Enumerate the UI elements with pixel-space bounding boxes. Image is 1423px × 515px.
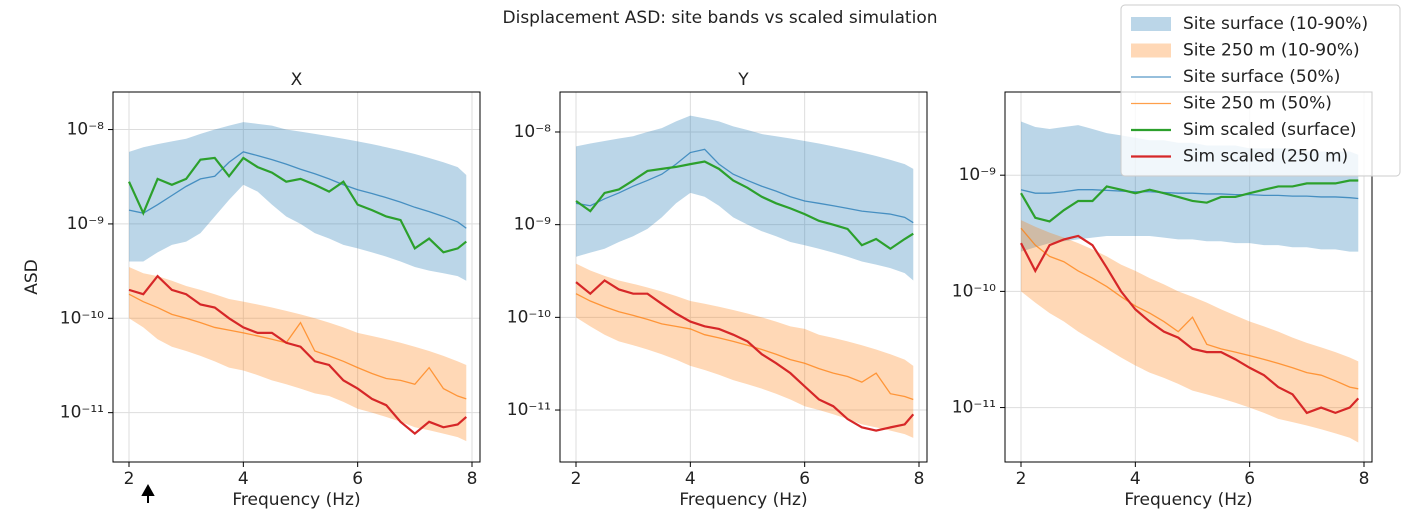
legend-swatch: [1131, 17, 1171, 31]
legend-label: Sim scaled (250 m): [1183, 147, 1348, 167]
y-tick-label: 10⁻¹¹: [60, 403, 104, 423]
cursor: [141, 483, 155, 503]
plot-area: [128, 122, 468, 442]
x-tick-label: 2: [124, 469, 135, 489]
series-line: [1020, 179, 1359, 223]
axes-title: X: [291, 70, 303, 90]
axes-frame: [112, 91, 481, 463]
legend-box: [1120, 4, 1401, 177]
series-line: [1020, 189, 1359, 200]
y-tick-label: 10⁻⁸: [67, 120, 105, 140]
band: [129, 122, 467, 281]
series-line: [575, 160, 914, 251]
x-tick-label: 4: [238, 469, 249, 489]
legend: Site surface (10-90%) Site 250 m (10-90%)…: [1120, 4, 1401, 177]
series-line: [575, 293, 914, 401]
y-tick-label: 10⁻¹¹: [952, 398, 996, 418]
series-line: [575, 279, 915, 432]
y-tick-label: 10⁻¹⁰: [60, 308, 104, 328]
axes-frame: [559, 91, 928, 463]
axes: 10⁻¹¹ 10⁻¹⁰ 10⁻⁹ 10⁻⁸ 2 4 6 8 Y Frequency (Hz): [507, 70, 928, 510]
x-tick-label: 8: [1359, 469, 1370, 489]
x-tick-label: 8: [467, 469, 478, 489]
series-line: [1020, 227, 1359, 390]
legend-label: Sim scaled (surface): [1183, 120, 1357, 140]
series-line: [1020, 234, 1360, 415]
y-tick-label: 10⁻¹¹: [507, 400, 551, 420]
axes: 10⁻¹¹ 10⁻¹⁰ 10⁻⁹ 10⁻⁸ 2 4 6 8 X Frequency (Hz) ASD: [22, 70, 481, 510]
legend-label: Site 250 m (10-90%): [1183, 41, 1360, 61]
band: [129, 266, 467, 442]
legend-swatch: [1131, 43, 1171, 58]
legend-label: Site surface (10-90%): [1183, 14, 1368, 34]
y-tick-label: 10⁻⁹: [67, 214, 105, 234]
x-tick-label: 2: [571, 469, 582, 489]
x-tick-label: 6: [799, 469, 810, 489]
legend-label: Site surface (50%): [1183, 67, 1340, 87]
y-tick-label: 10⁻⁹: [959, 165, 997, 185]
x-tick-label: 6: [1244, 469, 1255, 489]
y-tick-label: 10⁻¹⁰: [952, 281, 996, 301]
y-axis-label: ASD: [22, 259, 42, 295]
y-tick-label: 10⁻⁹: [514, 215, 552, 235]
series-line: [575, 148, 914, 224]
x-axis-label: Frequency (Hz): [1124, 490, 1252, 510]
plot-area: [575, 115, 915, 438]
series-line: [128, 293, 467, 400]
x-tick-label: 6: [352, 469, 363, 489]
x-tick-label: 8: [914, 469, 925, 489]
band: [576, 115, 914, 281]
series-line: [128, 151, 467, 229]
series-line: [128, 274, 468, 436]
band: [576, 263, 914, 438]
axes-title: Y: [737, 70, 749, 90]
x-tick-label: 4: [685, 469, 696, 489]
y-tick-label: 10⁻⁸: [514, 122, 552, 142]
x-tick-label: 2: [1016, 469, 1027, 489]
x-axis-label: Frequency (Hz): [679, 490, 807, 510]
x-tick-label: 4: [1130, 469, 1141, 489]
y-tick-label: 10⁻¹⁰: [507, 307, 551, 327]
band: [1021, 220, 1359, 443]
legend-label: Site 250 m (50%): [1183, 94, 1332, 114]
x-axis-label: Frequency (Hz): [232, 490, 360, 510]
figure-title: Displacement ASD: site bands vs scaled s…: [503, 8, 938, 28]
series-line: [128, 156, 467, 254]
